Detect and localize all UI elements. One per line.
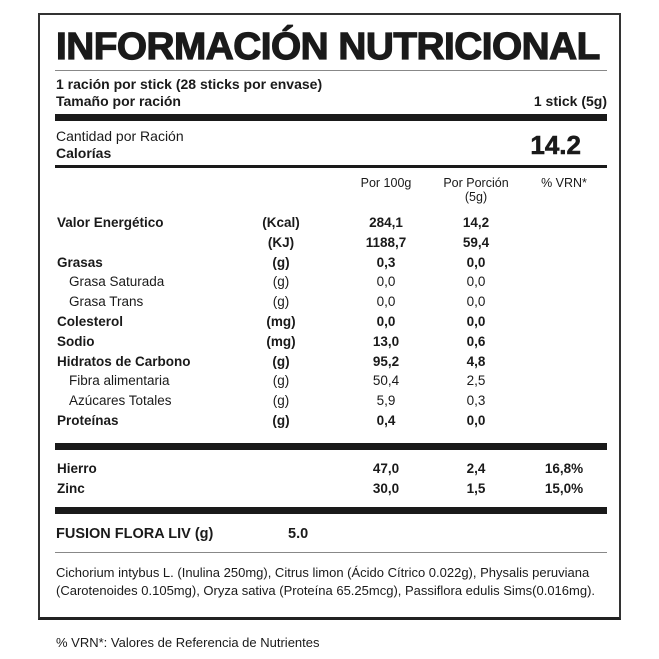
value-per-100g: 47,0 bbox=[372, 461, 400, 476]
nutrient-row: Hidratos de Carbono (g) 95,2 4,8 bbox=[0, 354, 659, 372]
value-per-portion: 0,0 bbox=[466, 413, 486, 428]
divider bbox=[55, 70, 607, 71]
nutrient-name: Grasa Saturada bbox=[69, 274, 165, 290]
nutrient-name: Zinc bbox=[57, 480, 85, 496]
ingredients-text: Cichorium intybus L. (Inulina 250mg), Ci… bbox=[56, 565, 596, 598]
calories-value: 14.2 bbox=[530, 130, 581, 161]
value-per-100g: 95,2 bbox=[372, 353, 400, 369]
nutrient-unit: (mg) bbox=[266, 314, 296, 329]
value-per-portion: 1,5 bbox=[466, 480, 486, 496]
value-per-100g: 0,3 bbox=[376, 254, 396, 270]
nutrient-unit: (KJ) bbox=[267, 234, 295, 250]
nutrient-row: Hierro 47,0 2,4 16,8% bbox=[0, 461, 659, 479]
value-per-portion: 0,6 bbox=[466, 333, 486, 349]
header-vrn: % VRN* bbox=[541, 176, 587, 190]
nutrient-row: (KJ) 1188,7 59,4 bbox=[0, 235, 659, 253]
value-per-100g: 13,0 bbox=[372, 333, 400, 349]
value-per-portion: 0,0 bbox=[466, 254, 486, 270]
nutrient-unit: (g) bbox=[272, 413, 290, 428]
value-per-portion: 59,4 bbox=[462, 234, 490, 250]
nutrient-row: Colesterol (mg) 0,0 0,0 bbox=[0, 314, 659, 332]
nutrient-unit: (g) bbox=[272, 393, 290, 409]
value-per-100g: 0,4 bbox=[376, 413, 396, 428]
value-per-100g: 50,4 bbox=[372, 373, 400, 389]
nutrient-unit: (mg) bbox=[266, 333, 296, 349]
nutrient-unit: (g) bbox=[272, 254, 290, 270]
serving-size-label: Tamaño por ración bbox=[56, 93, 181, 109]
blend-value: 5.0 bbox=[288, 526, 309, 542]
nutrient-row: Sodio (mg) 13,0 0,6 bbox=[0, 334, 659, 352]
column-headers: Por 100g Por Porción (5g) % VRN* bbox=[0, 176, 659, 204]
nutrient-row: Grasas (g) 0,3 0,0 bbox=[0, 255, 659, 273]
nutrient-name: Grasas bbox=[57, 254, 103, 270]
thick-divider bbox=[55, 114, 607, 121]
value-vrn: 15,0% bbox=[544, 480, 584, 496]
value-per-100g: 0,0 bbox=[376, 274, 396, 290]
calories-label: Calorías bbox=[56, 145, 112, 161]
value-per-portion: 0,3 bbox=[466, 393, 486, 409]
header-per-100g: Por 100g bbox=[360, 176, 412, 190]
value-per-portion: 0,0 bbox=[466, 274, 486, 290]
value-per-portion: 2,5 bbox=[466, 373, 486, 389]
nutrient-name: Hierro bbox=[57, 461, 97, 476]
value-per-100g: 0,0 bbox=[376, 294, 396, 310]
nutrient-name: Proteínas bbox=[57, 413, 119, 428]
header-portion-size: (5g) bbox=[464, 190, 488, 204]
value-per-100g: 284,1 bbox=[369, 215, 403, 230]
thick-divider bbox=[55, 443, 607, 450]
nutrient-name: Azúcares Totales bbox=[69, 393, 172, 409]
nutrient-row: Zinc 30,0 1,5 15,0% bbox=[0, 481, 659, 499]
value-per-100g: 5,9 bbox=[376, 393, 396, 409]
nutrient-row: Grasa Saturada (g) 0,0 0,0 bbox=[0, 274, 659, 292]
divider bbox=[55, 552, 607, 553]
footnote: % VRN*: Valores de Referencia de Nutrien… bbox=[56, 635, 320, 650]
servings-per-container: 1 ración por stick (28 sticks por envase… bbox=[56, 76, 323, 92]
nutrient-unit: (g) bbox=[272, 274, 290, 290]
value-per-100g: 0,0 bbox=[376, 314, 396, 329]
nutrient-unit: (g) bbox=[272, 353, 290, 369]
nutrient-row: Proteínas (g) 0,4 0,0 bbox=[0, 413, 659, 431]
value-per-100g: 1188,7 bbox=[365, 234, 407, 250]
nutrient-row: Fibra alimentaria (g) 50,4 2,5 bbox=[0, 373, 659, 391]
value-per-portion: 4,8 bbox=[466, 353, 486, 369]
blend-label: FUSION FLORA LIV (g) bbox=[56, 526, 214, 542]
value-per-portion: 14,2 bbox=[462, 215, 490, 230]
nutrient-name: Colesterol bbox=[57, 314, 124, 329]
nutrient-name: Valor Energético bbox=[57, 215, 164, 230]
value-per-100g: 30,0 bbox=[372, 480, 400, 496]
value-vrn: 16,8% bbox=[544, 461, 584, 476]
label-title: INFORMACIÓN NUTRICIONAL bbox=[55, 25, 601, 68]
value-per-portion: 2,4 bbox=[466, 461, 486, 476]
value-per-portion: 0,0 bbox=[466, 294, 486, 310]
thick-divider bbox=[55, 507, 607, 514]
divider bbox=[55, 165, 607, 168]
nutrient-row: Valor Energético (Kcal) 284,1 14,2 bbox=[0, 215, 659, 233]
nutrient-name: Hidratos de Carbono bbox=[57, 353, 191, 369]
nutrient-row: Grasa Trans (g) 0,0 0,0 bbox=[0, 294, 659, 312]
nutrient-unit: (g) bbox=[272, 373, 290, 389]
nutrient-unit: (g) bbox=[272, 294, 290, 310]
nutrient-row: Azúcares Totales (g) 5,9 0,3 bbox=[0, 393, 659, 411]
nutrient-name: Grasa Trans bbox=[69, 294, 144, 310]
value-per-portion: 0,0 bbox=[466, 314, 486, 329]
amount-per-serving-label: Cantidad por Ración bbox=[56, 128, 184, 144]
nutrient-name: Fibra alimentaria bbox=[69, 373, 170, 389]
serving-size-value: 1 stick (5g) bbox=[533, 93, 607, 109]
nutrient-name: Sodio bbox=[57, 333, 95, 349]
nutrition-label-frame bbox=[38, 13, 621, 620]
nutrient-unit: (Kcal) bbox=[262, 215, 300, 230]
header-per-portion: Por Porción bbox=[443, 176, 509, 190]
